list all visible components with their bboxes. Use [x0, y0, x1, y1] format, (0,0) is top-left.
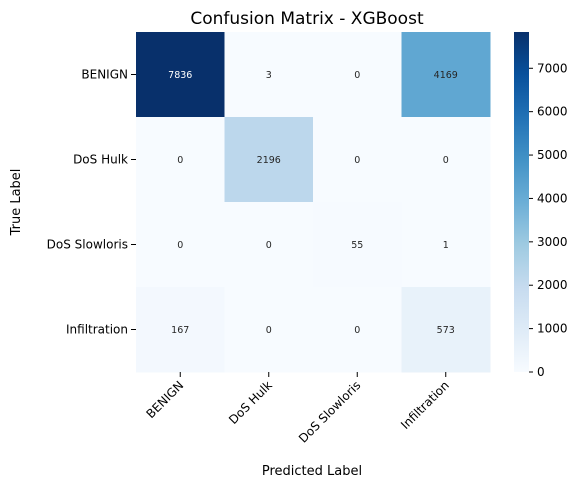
colorbar-ticks: 0 1000 2000 3000 4000 5000 6000 7000	[529, 61, 568, 379]
y-tick-label: BENIGN	[81, 68, 128, 82]
cell-value-label: 4169	[434, 70, 458, 81]
cell-value-label: 0	[354, 325, 360, 336]
colorbar-tick-label: 1000	[537, 322, 568, 336]
cell-value-label: 55	[351, 240, 363, 251]
heatmap-cell	[313, 117, 402, 203]
cell-value-label: 2196	[257, 155, 281, 166]
cell-value-label: 167	[171, 325, 189, 336]
y-axis-label: True Label	[9, 169, 24, 237]
colorbar-tick-label: 4000	[537, 191, 568, 205]
y-tick-label: DoS Hulk	[73, 153, 128, 167]
x-tick-label: DoS Slowloris	[296, 378, 363, 445]
cell-value-label: 0	[266, 325, 272, 336]
heatmap-cell	[401, 32, 491, 118]
cell-value-label: 0	[354, 70, 360, 81]
colorbar	[514, 32, 529, 372]
x-tick-label: DoS Hulk	[226, 378, 275, 427]
heatmap-cell	[401, 287, 491, 373]
y-tick-label: Infiltration	[66, 323, 128, 337]
heatmap-cell	[401, 202, 491, 288]
cell-value-label: 573	[437, 325, 455, 336]
chart-title: Confusion Matrix - XGBoost	[190, 9, 424, 29]
x-axis-label: Predicted Label	[262, 464, 362, 479]
x-tick-label: Infiltration	[398, 378, 452, 432]
cell-value-label: 7836	[168, 70, 192, 81]
cell-value-label: 0	[177, 155, 183, 166]
cell-value-label: 0	[177, 240, 183, 251]
heatmap-cell-labels: 7836 3 0 4169 0 2196 0 0 0 0 55 1 167 0 0 573	[168, 70, 458, 336]
heatmap-cell	[136, 287, 225, 373]
cell-value-label: 0	[266, 240, 272, 251]
colorbar-tick-label: 6000	[537, 105, 568, 119]
cell-value-label: 0	[354, 155, 360, 166]
heatmap-cell	[136, 32, 225, 118]
cell-value-label: 1	[443, 240, 449, 251]
heatmap-cells	[136, 32, 491, 373]
heatmap-cell	[136, 117, 225, 203]
heatmap-cell	[313, 202, 402, 288]
colorbar-tick-label: 2000	[537, 278, 568, 292]
cell-value-label: 3	[266, 70, 272, 81]
heatmap-cell	[313, 287, 402, 373]
heatmap-cell	[136, 202, 225, 288]
y-tick-label: DoS Slowloris	[47, 238, 128, 252]
heatmap-cell	[401, 117, 491, 203]
colorbar-tick-label: 7000	[537, 61, 568, 75]
heatmap-cell	[313, 32, 402, 118]
colorbar-tick-label: 5000	[537, 148, 568, 162]
heatmap-cell	[224, 32, 314, 118]
heatmap-cell	[224, 202, 314, 288]
heatmap-cell	[224, 117, 314, 203]
colorbar-tick-label: 0	[537, 365, 545, 379]
x-tick-label: BENIGN	[144, 378, 187, 421]
heatmap-cell	[224, 287, 314, 373]
x-axis-ticks: BENIGN DoS Hulk DoS Slowloris Infiltration	[144, 372, 452, 446]
y-axis-ticks: BENIGN DoS Hulk DoS Slowloris Infiltration	[47, 68, 136, 337]
colorbar-tick-label: 3000	[537, 235, 568, 249]
cell-value-label: 0	[443, 155, 449, 166]
